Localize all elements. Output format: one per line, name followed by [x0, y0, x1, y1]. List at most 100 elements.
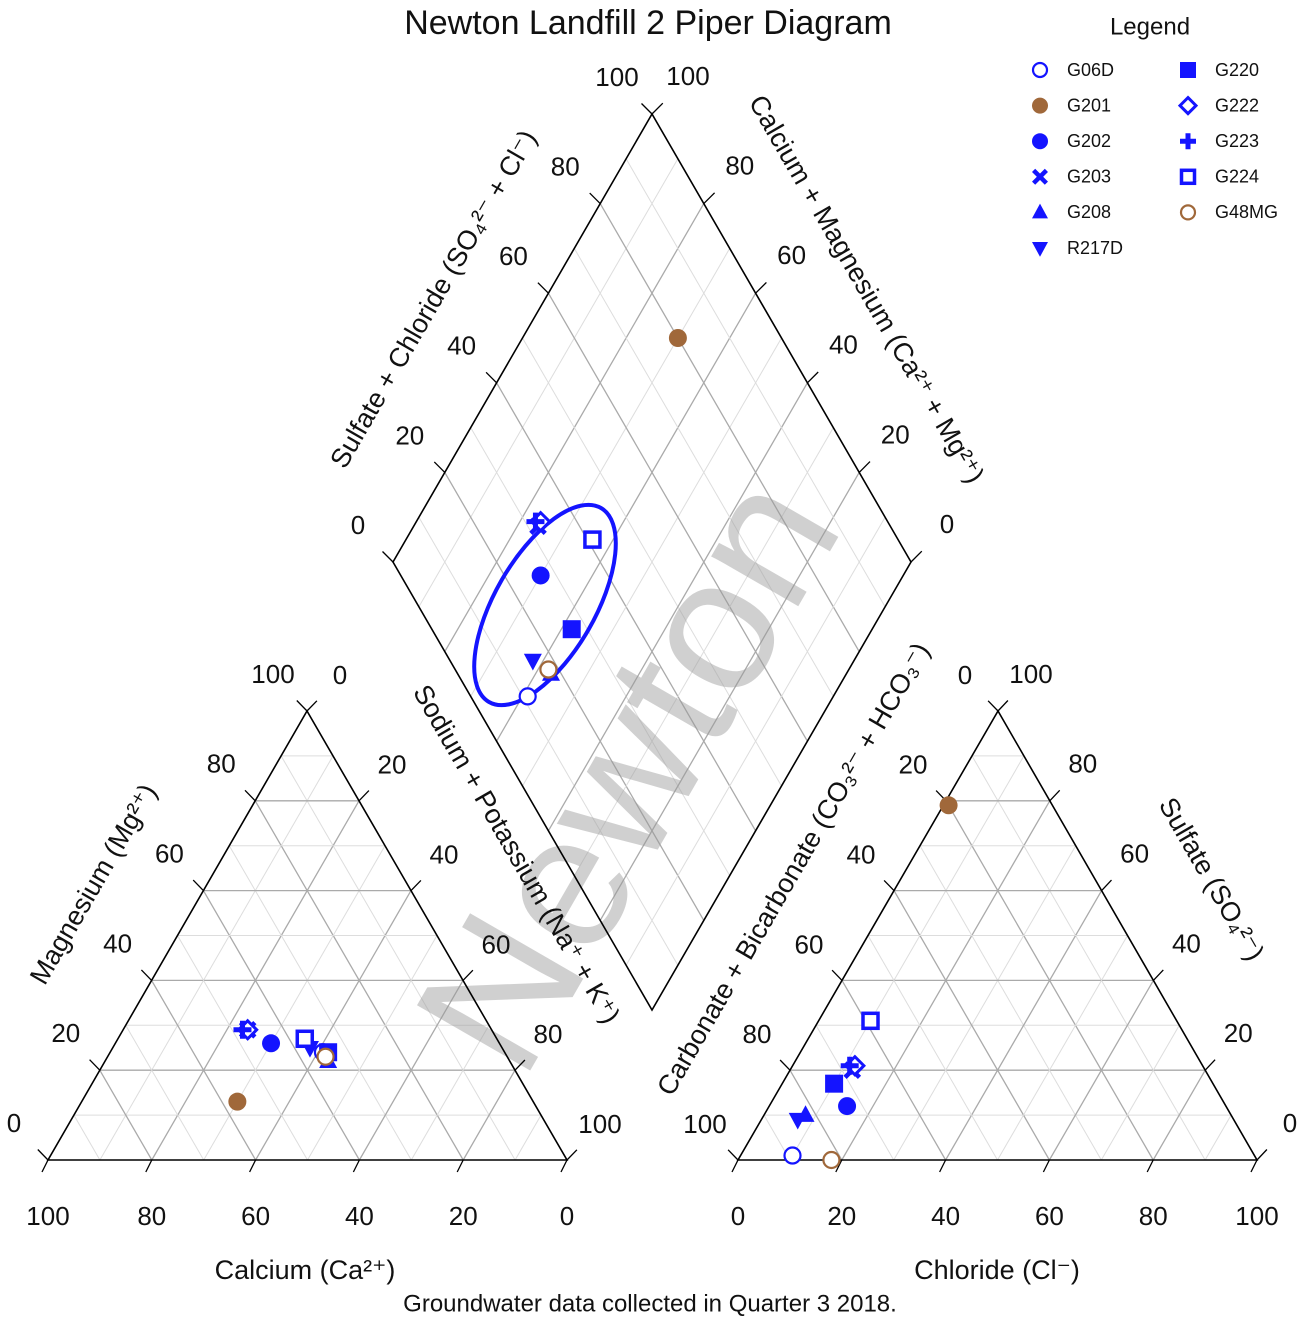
axis-label: Calcium (Ca²⁺)	[215, 1255, 396, 1285]
minor-grid-line	[997, 935, 1128, 1161]
legend-label: G223	[1215, 131, 1259, 151]
footnote: Groundwater data collected in Quarter 3 …	[403, 1290, 897, 1317]
tick-mark	[997, 700, 1009, 712]
legend-label: G224	[1215, 167, 1259, 187]
legend-label: G06D	[1067, 60, 1114, 80]
tick-mark	[727, 1149, 739, 1161]
diamond-point	[531, 566, 550, 585]
axis-label: Magnesium (Mg²⁺)	[24, 779, 163, 990]
minor-grid-line	[125, 1025, 205, 1161]
tick-label: 40	[931, 1201, 960, 1231]
axis-label: Chloride (Cl⁻)	[914, 1255, 1080, 1285]
grid	[73, 158, 1232, 1161]
tick-label: 100	[251, 659, 294, 689]
tick-mark	[192, 879, 204, 892]
tick-mark	[835, 1159, 843, 1173]
tick-label: 60	[155, 838, 184, 868]
tick-mark	[462, 969, 474, 981]
tick-label: 0	[940, 509, 954, 539]
minor-grid-line	[73, 1114, 101, 1161]
minor-grid-line	[514, 1114, 542, 1161]
minor-grid-line	[1204, 1114, 1232, 1161]
tick-mark	[939, 1159, 947, 1173]
legend-label: G201	[1067, 95, 1111, 115]
diamond-point	[583, 530, 602, 549]
tick-label: 80	[1068, 749, 1097, 779]
tick-label: 0	[333, 660, 347, 690]
tick-label: 40	[1172, 928, 1201, 958]
tick-label: 0	[351, 510, 365, 540]
legend-marker	[1177, 95, 1199, 116]
legend-label: R217D	[1067, 238, 1123, 258]
cation-point	[316, 1047, 335, 1066]
tick-mark	[249, 1159, 257, 1173]
minor-grid-line	[280, 755, 516, 1161]
tick-mark	[352, 1159, 360, 1173]
tick-label: 20	[827, 1201, 856, 1231]
grid-line	[1048, 980, 1154, 1161]
minor-grid-line	[919, 845, 1102, 1161]
tick-mark	[1146, 1159, 1154, 1173]
tick-label: 40	[447, 331, 476, 361]
minor-grid-line	[625, 158, 886, 608]
tick-label: 40	[430, 839, 459, 869]
tick-label: 20	[899, 750, 928, 780]
tick-label: 40	[345, 1201, 374, 1231]
tick-mark	[651, 102, 664, 115]
axis-label: Sulfate + Chloride (SO₄²⁻ + Cl⁻)	[324, 125, 542, 473]
tick-mark	[382, 551, 394, 563]
legend-label: G208	[1067, 202, 1111, 222]
anion-point	[939, 796, 958, 815]
diamond-point	[668, 329, 687, 347]
minor-grid-line	[307, 935, 438, 1161]
cation-point	[228, 1092, 247, 1111]
minor-grid-line	[867, 935, 998, 1161]
diamond-point	[562, 620, 581, 639]
grid-line	[462, 1069, 516, 1161]
tick-mark	[1049, 789, 1061, 802]
minor-grid-line	[410, 1025, 490, 1161]
tick-mark	[1042, 1159, 1050, 1173]
legend-marker	[1031, 61, 1049, 79]
tick-mark	[89, 1059, 101, 1071]
grid-line	[599, 203, 860, 652]
anion-point	[788, 1112, 807, 1130]
minor-grid-line	[625, 516, 886, 966]
watermark: Newton	[374, 441, 880, 1105]
minor-grid-line	[971, 755, 1206, 1161]
tick-mark	[1152, 969, 1164, 981]
tick-label: 100	[26, 1201, 69, 1231]
tick-mark	[41, 1159, 49, 1173]
minor-grid-line	[1100, 1025, 1180, 1161]
tick-label: 0	[1283, 1108, 1297, 1138]
tick-label: 0	[560, 1201, 574, 1231]
tick-label: 0	[958, 660, 972, 690]
tick-mark	[410, 879, 422, 892]
minor-grid-line	[177, 935, 308, 1161]
axis-label: Sulfate (SO₄²⁻)	[1153, 792, 1270, 965]
cation-triangle	[46, 709, 569, 1161]
tick-label: 0	[7, 1108, 21, 1138]
legend-label: G202	[1067, 131, 1111, 151]
tick-mark	[589, 192, 601, 205]
anion-point	[838, 1097, 857, 1116]
tick-label: 40	[829, 330, 858, 360]
tick-label: 20	[881, 419, 910, 449]
tick-label: 60	[777, 240, 806, 270]
tick-mark	[296, 700, 308, 712]
tick-mark	[358, 790, 370, 802]
tick-label: 100	[1009, 659, 1052, 689]
anion-point	[825, 1074, 844, 1093]
grid-line	[358, 980, 464, 1161]
tick-label: 20	[449, 1201, 478, 1231]
tick-mark	[1204, 1059, 1216, 1071]
chart-title: Newton Landfill 2 Piper Diagram	[404, 4, 892, 42]
grid-line	[151, 980, 257, 1161]
grid-line	[99, 1069, 153, 1161]
tick-label: 100	[1235, 1201, 1278, 1231]
tick-mark	[1101, 879, 1112, 892]
tick-mark	[858, 461, 871, 473]
grid-line	[547, 292, 808, 742]
legend-label: G220	[1215, 60, 1259, 80]
tick-label: 80	[137, 1201, 166, 1231]
